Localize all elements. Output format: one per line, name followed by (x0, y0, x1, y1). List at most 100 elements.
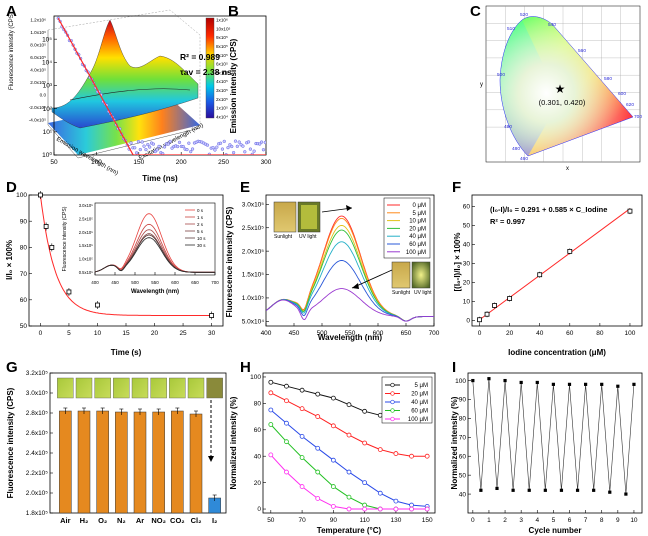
e-ytick-label: 3.0x10⁵ (242, 202, 265, 209)
f-data-point (567, 248, 573, 254)
c-wavelength-label: 510 (507, 26, 515, 32)
h-data-point (284, 469, 289, 475)
h-xtick-label: 70 (298, 517, 306, 524)
h-data-point (330, 423, 336, 429)
b-xtick-label: 150 (133, 159, 144, 166)
i-data-point (535, 380, 539, 385)
a-z-tick: 6.0x10⁵ (30, 55, 46, 60)
g-bar (59, 410, 72, 514)
i-data-point (503, 378, 507, 383)
h-ytick-label: 0 (257, 506, 261, 513)
b-data-point (218, 141, 223, 145)
d-ytick-label: 50 (20, 323, 28, 330)
d-ytick-label: 80 (20, 245, 28, 252)
h-data-point (409, 506, 414, 512)
panel-i: 0 1 2 3 4 5 6 7 8 9 10 40 50 60 70 80 90 100 Cycle number… (450, 372, 643, 535)
e-arrowhead-bottom (352, 283, 359, 289)
d-inset-legend-label: 1 s (197, 215, 204, 220)
c-wavelength-label: 520 (520, 12, 528, 18)
b-ytick-label: 10³ (43, 83, 53, 90)
b-fit-curve (57, 17, 266, 155)
a-colorbar-tick: 7x10⁵ (216, 53, 228, 58)
g-photo (150, 377, 167, 399)
g-category-label: Cl₂ (191, 516, 202, 525)
c-wavelength-label: 500 (497, 72, 505, 78)
i-data-point (592, 488, 596, 492)
d-ytick-label: 100 (16, 192, 27, 199)
h-data-point (330, 457, 336, 463)
e-ticks: 400 450 500 550 600 650 700 5.0x10⁴ 1.0x10⁵ 1.5x1… (242, 202, 440, 337)
i-ytick-label: 100 (455, 378, 466, 385)
d-ytick-label: 60 (20, 297, 28, 304)
h-legend-marker (390, 382, 395, 388)
f-ytick-label: 60 (463, 204, 471, 211)
i-xtick-label: 1 (487, 517, 491, 524)
g-photo (187, 377, 205, 399)
h-data-point (346, 402, 352, 408)
f-ytick-label: 50 (463, 223, 471, 230)
h-data-point (346, 432, 352, 438)
h-data-point (268, 452, 274, 458)
panel-label-h: H (240, 359, 251, 376)
b-data-point (237, 140, 241, 144)
g-ytick-label: 3.2x10⁵ (26, 370, 49, 377)
e-ytick-label: 1.0x10⁵ (242, 295, 265, 302)
g-ticks: 1.8x10⁵ 2.0x10⁵ 2.2x10⁵ 2.4x10⁵ 2.6x10⁵ 2.8x1… (26, 370, 53, 517)
i-data-point (559, 488, 564, 492)
f-equation: (I₀-I)/I₀ = 0.291 + 0.585 × C_Iodine (490, 205, 607, 214)
b-xtick-label: 100 (91, 159, 102, 166)
panel-label-i: I (452, 359, 456, 376)
i-data-point (567, 382, 572, 386)
d-data-point (66, 289, 72, 295)
i-data-point (584, 382, 588, 386)
i-ytick-label: 70 (459, 435, 467, 442)
b-ytick-label: 10⁴ (42, 60, 52, 67)
e-legend-label: 60 μM (409, 242, 426, 248)
b-data-point (155, 148, 159, 152)
h-data-point (299, 406, 305, 412)
g-bar (77, 410, 91, 514)
a-colorbar-tick: 8x10⁵ (216, 44, 228, 49)
i-data-point (575, 488, 580, 492)
b-ytick-label: 10⁵ (42, 36, 52, 43)
f-ytick-label: 40 (463, 242, 471, 249)
b-data-point (134, 151, 139, 155)
e-photo-uv-top-glow (301, 205, 317, 229)
a-projection (48, 98, 200, 155)
b-data-point (226, 146, 230, 150)
i-points (471, 377, 636, 496)
i-data-point (511, 488, 515, 492)
e-legend-label: 40 μM (409, 234, 426, 240)
i-ytick-label: 40 (459, 491, 467, 498)
f-ytick-label: 10 (463, 299, 471, 306)
b-data-point (142, 144, 146, 148)
h-ylabel: Normalized intensity (%) (229, 396, 238, 489)
h-data-point (393, 506, 399, 512)
d-data-point (49, 244, 55, 250)
b-data-point (151, 142, 155, 146)
i-data-point (527, 488, 531, 492)
h-data-point (284, 383, 289, 389)
g-bar (189, 413, 203, 514)
i-xtick-label: 10 (630, 517, 638, 524)
d-xtick-label: 30 (208, 330, 216, 337)
i-xlabel: Cycle number (529, 526, 582, 535)
b-data-point (187, 141, 191, 145)
d-inset-xlabel: Wavelength (nm) (131, 289, 179, 295)
a-z-tick: -2.0x10⁵ (29, 105, 46, 110)
h-legend-marker (390, 399, 395, 405)
b-data-point (133, 146, 137, 150)
g-ytick-label: 3.0x10⁵ (26, 390, 49, 397)
a-colorbar-tick: 6x10⁵ (216, 62, 228, 67)
e-xtick-label: 700 (429, 330, 440, 337)
i-xtick-label: 3 (519, 517, 523, 524)
b-data-point (259, 140, 264, 144)
g-category-label: CO₂ (170, 516, 185, 525)
h-data-point (284, 398, 289, 404)
a-z-tick: 4.0x10⁵ (30, 68, 46, 73)
i-xtick-label: 9 (616, 517, 620, 524)
b-ytick-label: 10² (43, 106, 53, 113)
e-curves (266, 215, 434, 322)
e-xtick-label: 400 (261, 330, 272, 337)
